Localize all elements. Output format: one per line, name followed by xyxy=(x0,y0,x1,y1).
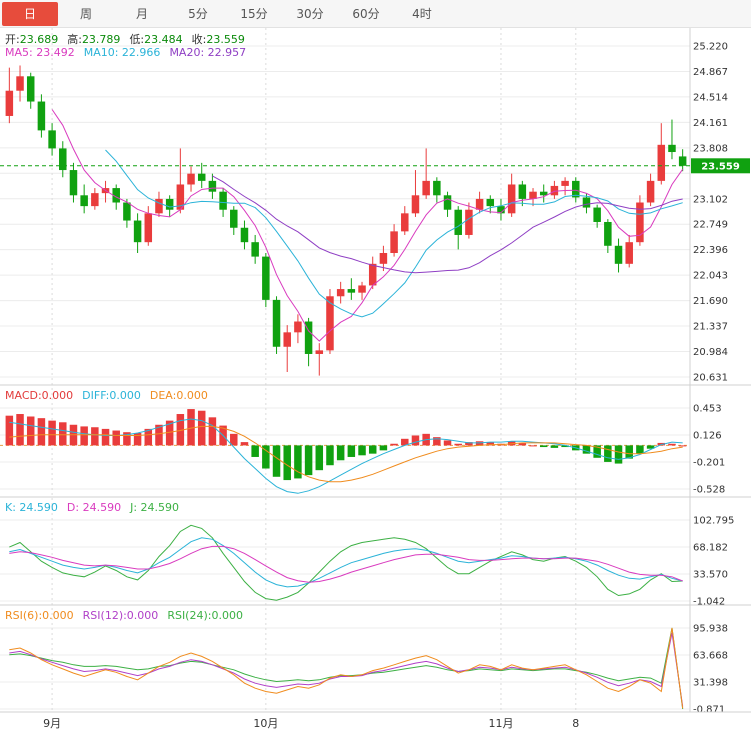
axis-tick: 68.182 xyxy=(693,543,728,554)
kdj-lines xyxy=(9,524,683,601)
axis-tick: 25.220 xyxy=(693,42,728,53)
panel-separators xyxy=(0,28,751,713)
macd-lines xyxy=(9,418,683,494)
svg-text:23.559: 23.559 xyxy=(701,161,740,172)
axis-tick: 33.570 xyxy=(693,570,728,581)
axis-tick: 24.161 xyxy=(693,118,728,129)
chart-panels: 25.220 24.867 24.514 24.161 23.808 23.102 22.7… xyxy=(0,28,751,741)
ma10-line xyxy=(105,149,683,318)
axis-tick: 22.749 xyxy=(693,220,728,231)
candles-layer xyxy=(5,65,687,376)
d-line xyxy=(9,545,683,583)
axis-tick: 23.808 xyxy=(693,143,728,154)
dea-line xyxy=(9,425,683,483)
time-axis: 9月 10月 11月 8 xyxy=(43,717,579,730)
time-axis-label: 8 xyxy=(572,717,579,730)
timeframe-tab-15min[interactable]: 15分 xyxy=(240,6,268,21)
chart-canvas[interactable]: 25.220 24.867 24.514 24.161 23.808 23.102 22.7… xyxy=(0,28,751,741)
axis-tick: -1.042 xyxy=(693,597,725,608)
axis-tick: 20.984 xyxy=(693,347,728,358)
axis-tick: 24.514 xyxy=(693,92,728,103)
time-axis-label: 9月 xyxy=(43,717,61,730)
timeframe-tab-30min[interactable]: 30分 xyxy=(296,6,324,21)
axis-tick: 102.795 xyxy=(693,516,734,527)
axis-tick: 22.396 xyxy=(693,245,728,256)
timeframe-tab-week[interactable]: 周 xyxy=(79,6,92,21)
timeframe-tabbar: 日 周 月 5分 15分 30分 60分 4时 xyxy=(0,0,751,28)
timeframe-tab-4hour[interactable]: 4时 xyxy=(412,6,432,21)
timeframe-tab-60min[interactable]: 60分 xyxy=(352,6,380,21)
axis-tick: -0.871 xyxy=(693,705,725,716)
gridlines xyxy=(0,45,690,710)
rsi-lines xyxy=(9,627,684,710)
axis-tick: 95.938 xyxy=(693,624,728,635)
timeframe-tab-5min[interactable]: 5分 xyxy=(188,6,208,21)
rsi12-line xyxy=(9,632,684,707)
axis-tick: -0.528 xyxy=(693,485,725,496)
axis-tick: 0.453 xyxy=(693,404,722,415)
ma-lines xyxy=(51,109,684,342)
j-line xyxy=(9,524,683,601)
axis-tick: -0.201 xyxy=(693,458,725,469)
timeframe-tab-month[interactable]: 月 xyxy=(135,6,148,21)
axis-tick: 63.668 xyxy=(693,651,728,662)
axis-tick: 21.337 xyxy=(693,322,728,333)
axis-tick: 24.867 xyxy=(693,67,728,78)
ma20-line xyxy=(212,175,683,274)
rsi6-line xyxy=(9,627,684,709)
ma5-line xyxy=(51,109,684,342)
axis-tick: 31.398 xyxy=(693,678,728,689)
axis-tick: 23.102 xyxy=(693,194,728,205)
axis-tick: 0.126 xyxy=(693,431,722,442)
time-axis-label: 10月 xyxy=(253,717,278,730)
axis-tick: 20.631 xyxy=(693,372,728,383)
time-axis-label: 11月 xyxy=(488,717,513,730)
axis-tick: 21.690 xyxy=(693,296,728,307)
month-gridlines xyxy=(51,28,577,712)
price-axis-labels: 25.220 24.867 24.514 24.161 23.808 23.102 22.7… xyxy=(693,42,734,716)
timeframe-tab-day[interactable]: 日 xyxy=(2,1,58,26)
axis-tick: 22.043 xyxy=(693,271,728,282)
last-price-tag: 23.559 xyxy=(0,158,750,174)
